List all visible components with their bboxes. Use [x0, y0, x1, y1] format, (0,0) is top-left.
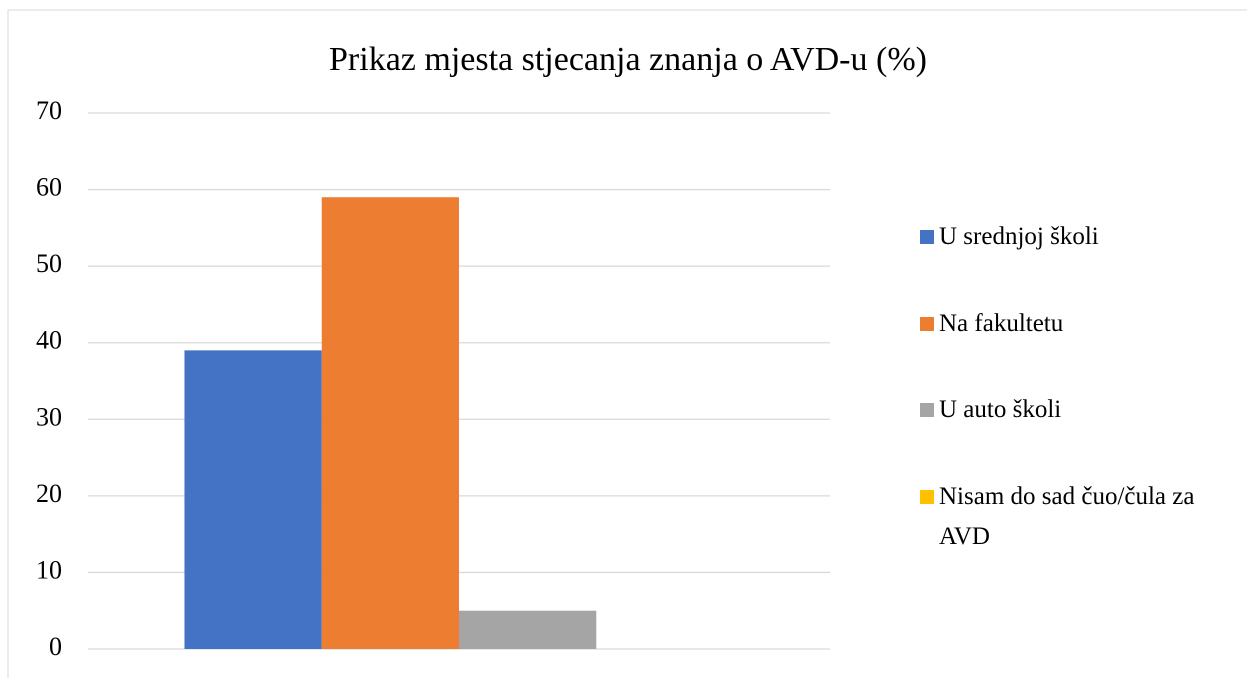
- legend-item: Nisam do sad čuo/čula za AVD: [920, 477, 1240, 557]
- legend-item: U srednjoj školi: [920, 217, 1240, 257]
- legend-swatch: [920, 489, 934, 504]
- legend-item: Na fakultetu: [920, 304, 1240, 344]
- legend-swatch: [920, 230, 934, 244]
- bar: [459, 610, 597, 649]
- bar: [321, 197, 459, 649]
- y-tick-label: 50: [36, 249, 62, 278]
- y-tick-label: 60: [36, 173, 62, 202]
- legend-label: Nisam do sad čuo/čula za AVD: [939, 482, 1195, 550]
- legend-swatch: [920, 316, 934, 331]
- y-tick-label: 0: [49, 632, 62, 661]
- legend-item: U auto školi: [920, 390, 1240, 430]
- bar: [184, 350, 322, 649]
- y-tick-label: 40: [36, 326, 62, 355]
- y-tick-label: 10: [36, 555, 62, 584]
- y-tick-label: 20: [36, 479, 62, 508]
- y-tick-label: 30: [36, 402, 62, 431]
- chart-title: Prikaz mjesta stjecanja znanja o AVD-u (…: [329, 41, 927, 78]
- legend-label: Na fakultetu: [939, 309, 1064, 337]
- chart-border: [7, 9, 1247, 678]
- y-tick-label: 70: [36, 96, 62, 125]
- legend-label: U auto školi: [939, 396, 1062, 423]
- legend-label: U srednjoj školi: [939, 223, 1099, 250]
- legend-swatch: [920, 403, 934, 417]
